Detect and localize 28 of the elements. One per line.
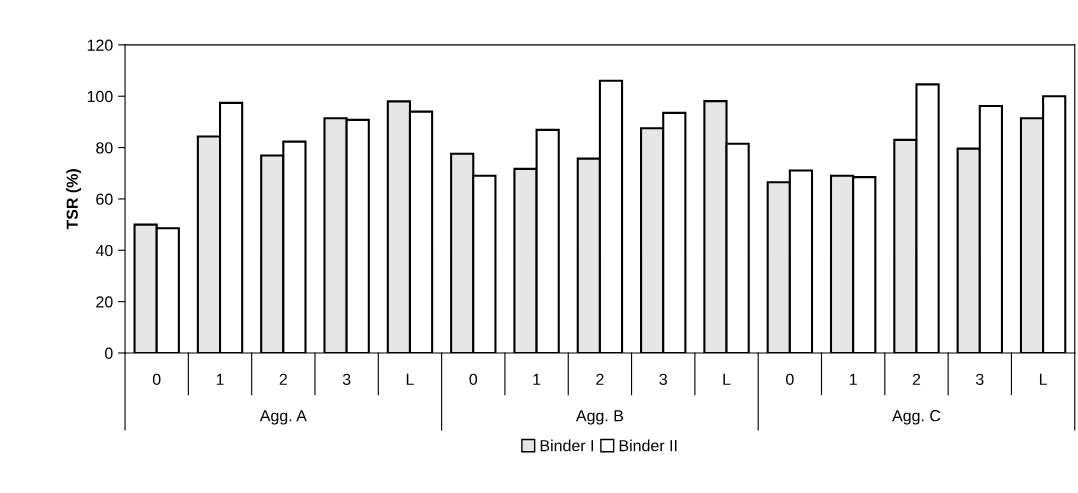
x-tick-label: 1 [849,373,857,385]
x-tick-label: 3 [342,373,351,386]
x-tick-label: L [723,373,731,385]
x-tick-label: 2 [279,373,287,385]
y-axis-title: TSR (%) [66,169,82,230]
y-tick-label: 120 [87,39,113,51]
x-tick-label: 3 [975,373,984,386]
y-tick-label: 20 [96,296,113,308]
x-tick-label: 1 [533,373,541,385]
x-tick-label: L [1039,373,1048,385]
y-tick-label: 100 [87,90,113,103]
y-tick-label: 40 [95,244,113,257]
x-tick-label: 2 [912,373,921,385]
x-tick-label: L [406,373,414,385]
x-tick-label: 2 [596,373,604,385]
x-tick-label: 1 [216,373,224,385]
y-tick-label: 60 [96,193,113,205]
text: Agg. B [575,410,624,425]
y-tick-label: 80 [96,142,113,154]
text: Agg. A [259,410,307,425]
y-tick-label: 0 [104,347,113,359]
x-tick-label: 3 [659,373,667,386]
x-tick-label: 0 [152,373,161,386]
text: Agg. C [892,410,941,425]
x-tick-label: 0 [469,373,478,386]
legend-label: Binder I [540,439,594,452]
legend-label: Binder II [619,439,677,452]
x-tick-label: 0 [786,373,794,386]
